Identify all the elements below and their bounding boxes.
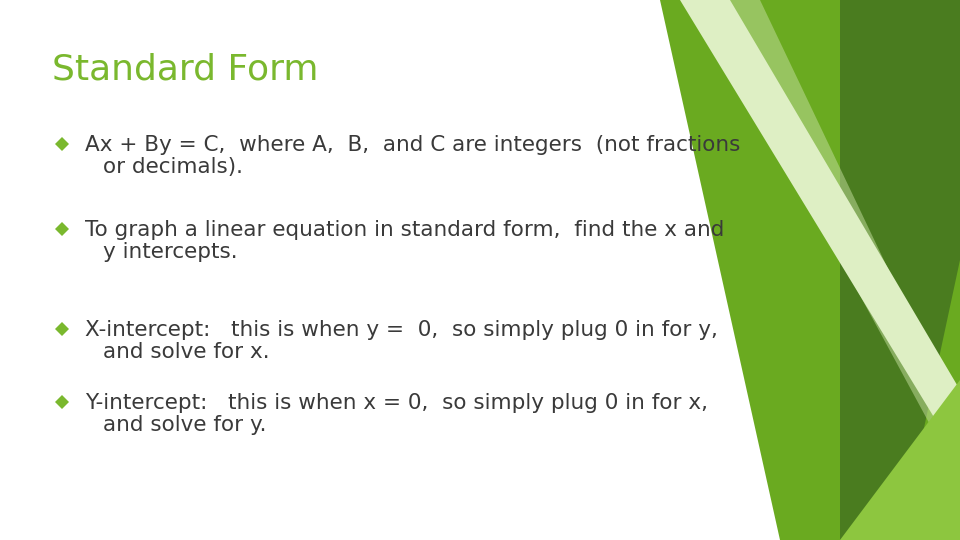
Text: Ax + By = C,  where A,  B,  and C are integers  (not fractions: Ax + By = C, where A, B, and C are integ… bbox=[85, 135, 740, 155]
Text: and solve for x.: and solve for x. bbox=[103, 342, 270, 362]
Polygon shape bbox=[55, 137, 69, 151]
Text: or decimals).: or decimals). bbox=[103, 157, 243, 177]
Polygon shape bbox=[55, 395, 69, 409]
Polygon shape bbox=[840, 0, 960, 540]
Text: Y-intercept:   this is when x = 0,  so simply plug 0 in for x,: Y-intercept: this is when x = 0, so simp… bbox=[85, 393, 708, 413]
Polygon shape bbox=[700, 0, 960, 480]
Text: To graph a linear equation in standard form,  find the x and: To graph a linear equation in standard f… bbox=[85, 220, 725, 240]
Text: Standard Form: Standard Form bbox=[52, 52, 319, 86]
Polygon shape bbox=[840, 0, 960, 540]
Polygon shape bbox=[680, 0, 960, 460]
Polygon shape bbox=[55, 322, 69, 336]
Polygon shape bbox=[840, 380, 960, 540]
Text: y intercepts.: y intercepts. bbox=[103, 242, 238, 262]
Polygon shape bbox=[730, 0, 960, 540]
Text: and solve for y.: and solve for y. bbox=[103, 415, 267, 435]
Polygon shape bbox=[55, 222, 69, 236]
Polygon shape bbox=[660, 0, 960, 540]
Text: X-intercept:   this is when y =  0,  so simply plug 0 in for y,: X-intercept: this is when y = 0, so simp… bbox=[85, 320, 718, 340]
